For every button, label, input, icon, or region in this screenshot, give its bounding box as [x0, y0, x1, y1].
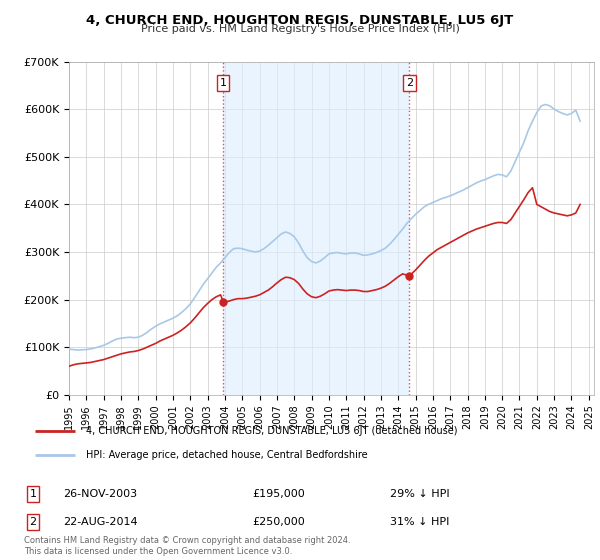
Text: 22-AUG-2014: 22-AUG-2014 [63, 517, 137, 527]
Text: 2: 2 [29, 517, 37, 527]
Text: Price paid vs. HM Land Registry's House Price Index (HPI): Price paid vs. HM Land Registry's House … [140, 24, 460, 34]
Text: 1: 1 [29, 489, 37, 499]
Text: £195,000: £195,000 [252, 489, 305, 499]
Text: 31% ↓ HPI: 31% ↓ HPI [390, 517, 449, 527]
Text: 1: 1 [220, 78, 227, 88]
Text: Contains HM Land Registry data © Crown copyright and database right 2024.
This d: Contains HM Land Registry data © Crown c… [24, 536, 350, 556]
Text: 2: 2 [406, 78, 413, 88]
Text: 29% ↓ HPI: 29% ↓ HPI [390, 489, 449, 499]
Text: £250,000: £250,000 [252, 517, 305, 527]
Text: HPI: Average price, detached house, Central Bedfordshire: HPI: Average price, detached house, Cent… [86, 450, 368, 460]
Text: 4, CHURCH END, HOUGHTON REGIS, DUNSTABLE, LU5 6JT: 4, CHURCH END, HOUGHTON REGIS, DUNSTABLE… [86, 14, 514, 27]
Text: 26-NOV-2003: 26-NOV-2003 [63, 489, 137, 499]
Text: 4, CHURCH END, HOUGHTON REGIS, DUNSTABLE, LU5 6JT (detached house): 4, CHURCH END, HOUGHTON REGIS, DUNSTABLE… [86, 426, 458, 436]
Bar [223, 62, 409, 395]
